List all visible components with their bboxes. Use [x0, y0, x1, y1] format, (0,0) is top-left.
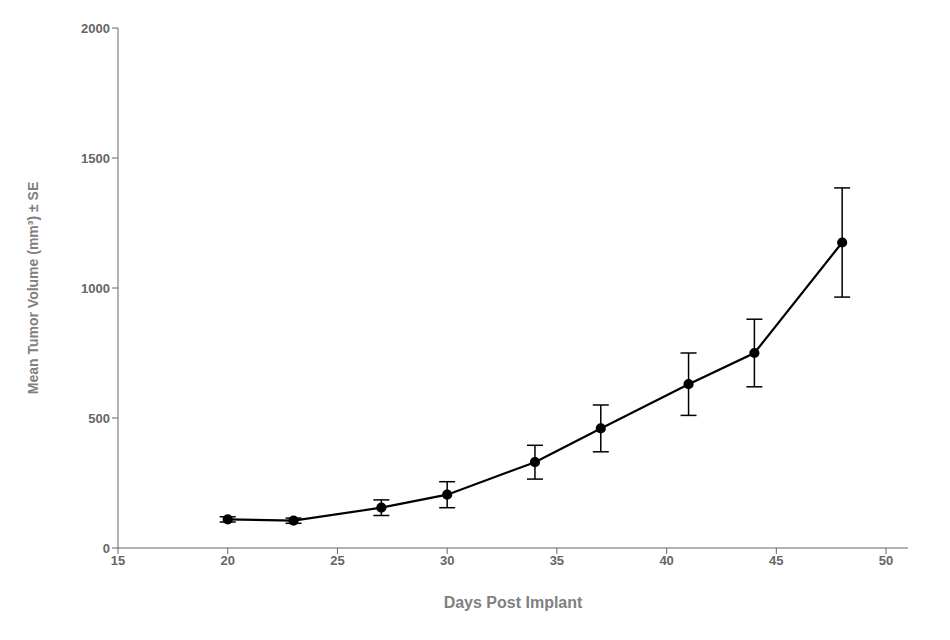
svg-text:20: 20 — [220, 553, 234, 568]
svg-text:15: 15 — [111, 553, 125, 568]
svg-text:25: 25 — [330, 553, 344, 568]
svg-text:0: 0 — [103, 541, 110, 556]
svg-text:30: 30 — [440, 553, 454, 568]
svg-text:Days Post Implant: Days Post Implant — [444, 594, 583, 611]
svg-text:500: 500 — [88, 411, 110, 426]
svg-text:1000: 1000 — [81, 281, 110, 296]
svg-text:Mean Tumor Volume (mm³) ± SE: Mean Tumor Volume (mm³) ± SE — [25, 182, 41, 395]
svg-text:2000: 2000 — [81, 21, 110, 36]
svg-text:35: 35 — [550, 553, 564, 568]
svg-text:1500: 1500 — [81, 151, 110, 166]
svg-text:45: 45 — [769, 553, 783, 568]
svg-text:40: 40 — [659, 553, 673, 568]
svg-text:50: 50 — [879, 553, 893, 568]
